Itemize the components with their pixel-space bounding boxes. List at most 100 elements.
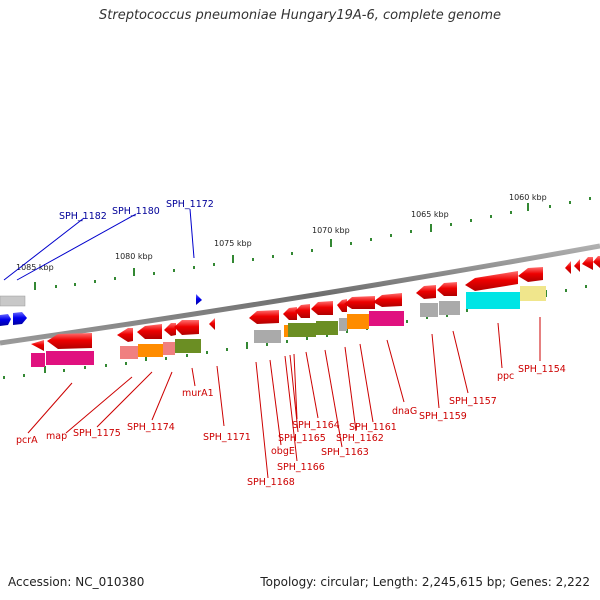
gene-label-sph-1182[interactable]: SPH_1182 xyxy=(59,211,107,222)
reverse-gene-arrow[interactable] xyxy=(416,285,436,299)
reverse-gene-arrow[interactable] xyxy=(311,301,333,315)
genome-summary-text: Topology: circular; Length: 2,245,615 bp… xyxy=(260,575,590,589)
cog-gray-block xyxy=(254,330,281,343)
reverse-gene-arrow[interactable] xyxy=(574,259,580,272)
leader-line xyxy=(344,346,357,432)
gene-label-sph-1166[interactable]: SPH_1166 xyxy=(277,462,325,473)
gene-label-sph-1157[interactable]: SPH_1157 xyxy=(449,396,497,407)
reverse-gene-arrow[interactable] xyxy=(565,261,571,274)
leader-line xyxy=(431,333,440,409)
reverse-gene-arrow[interactable] xyxy=(344,296,375,309)
scale-label: 1065 kbp xyxy=(411,210,449,219)
gene-label-sph-1163[interactable]: SPH_1163 xyxy=(321,447,369,458)
gene-label-dnag[interactable]: dnaG xyxy=(392,406,417,417)
forward-gene-arrow[interactable] xyxy=(13,312,27,325)
cog-blocks xyxy=(31,286,546,367)
scale-label: 1070 kbp xyxy=(312,226,350,235)
scale-labels: 1085 kbp 1080 kbp 1075 kbp 1070 kbp 1065… xyxy=(16,193,547,272)
gene-label-sph-1180[interactable]: SPH_1180 xyxy=(112,206,160,217)
cog-olive-block xyxy=(316,321,338,335)
scale-label: 1075 kbp xyxy=(214,239,252,248)
leader-line xyxy=(452,330,469,394)
cog-gray-block xyxy=(339,318,347,331)
gene-label-sph-1174[interactable]: SPH_1174 xyxy=(127,422,175,433)
cog-orange-block xyxy=(138,344,163,357)
leader-line xyxy=(284,355,298,462)
reverse-gene-arrow[interactable] xyxy=(295,304,310,318)
cog-pink-block xyxy=(46,351,94,365)
scale-label: 1080 kbp xyxy=(115,252,153,261)
reverse-gene-arrow[interactable] xyxy=(518,267,543,282)
reverse-gene-arrow[interactable] xyxy=(283,307,297,320)
reverse-gene-arrow[interactable] xyxy=(31,340,44,351)
leader-line xyxy=(27,382,73,434)
forward-gene-arrow[interactable] xyxy=(196,294,202,305)
reverse-gene-arrow[interactable] xyxy=(164,323,176,336)
gene-label-sph-1161[interactable]: SPH_1161 xyxy=(349,422,397,433)
reverse-gene-arrow[interactable] xyxy=(47,333,92,349)
leader-line xyxy=(497,322,503,369)
cog-pink-block xyxy=(369,311,404,326)
gene-label-sph-1162[interactable]: SPH_1162 xyxy=(336,433,384,444)
leader-line xyxy=(189,208,195,259)
reverse-gene-arrow[interactable] xyxy=(465,271,518,291)
cog-olive-block xyxy=(175,339,201,353)
leader-line xyxy=(324,349,343,448)
reverse-gene-arrow[interactable] xyxy=(137,324,162,339)
reverse-gene-arrow[interactable] xyxy=(373,293,402,307)
gene-label-obge[interactable]: obgE xyxy=(271,446,295,457)
outer-tick-ring xyxy=(0,197,591,306)
leader-line xyxy=(96,371,153,428)
leader-line xyxy=(305,351,319,419)
leader-line xyxy=(3,217,85,281)
gene-label-mura1[interactable]: murA1 xyxy=(182,388,214,399)
leader-line xyxy=(289,354,299,433)
reverse-gene-arrow[interactable] xyxy=(582,257,593,270)
leader-line xyxy=(269,359,282,446)
cog-salmon-block xyxy=(163,342,175,355)
forward-strand xyxy=(0,294,202,326)
gene-label-sph-1164[interactable]: SPH_1164 xyxy=(292,420,340,431)
leader-line xyxy=(293,353,298,420)
reverse-gene-arrow[interactable] xyxy=(437,282,457,296)
cog-gray-block xyxy=(439,301,460,315)
scale-label: 1085 kbp xyxy=(16,263,54,272)
cog-orange-block xyxy=(284,325,288,337)
reverse-gene-arrow[interactable] xyxy=(337,299,347,312)
scale-label: 1060 kbp xyxy=(509,193,547,202)
forward-gene-arrow[interactable] xyxy=(0,314,11,326)
leader-line xyxy=(16,213,137,281)
reverse-gene-arrow[interactable] xyxy=(249,310,279,324)
reverse-strand xyxy=(31,256,600,351)
cog-cyan-block xyxy=(466,292,520,309)
forward-gene-labels: SPH_1182 SPH_1180 SPH_1172 xyxy=(59,199,214,222)
gene-label-sph-1159[interactable]: SPH_1159 xyxy=(419,411,467,422)
gene-label-pcra[interactable]: pcrA xyxy=(16,435,38,446)
genome-backbone xyxy=(0,243,600,346)
gene-label-sph-1154[interactable]: SPH_1154 xyxy=(518,364,566,375)
gene-label-sph-1165[interactable]: SPH_1165 xyxy=(278,433,326,444)
leader-line xyxy=(255,361,269,479)
cog-khaki-block xyxy=(520,286,546,301)
leader-line xyxy=(386,339,405,403)
gene-label-map[interactable]: map xyxy=(46,431,67,442)
cog-orange-block xyxy=(347,314,369,329)
reverse-gene-arrow[interactable] xyxy=(209,318,215,330)
gene-label-sph-1168[interactable]: SPH_1168 xyxy=(247,477,295,488)
gene-label-ppc[interactable]: ppc xyxy=(497,371,514,382)
reverse-gene-arrow[interactable] xyxy=(117,328,133,342)
leader-line xyxy=(191,367,196,387)
cog-gray-block xyxy=(420,303,438,317)
reverse-gene-arrow[interactable] xyxy=(593,256,600,268)
accession-text: Accession: NC_010380 xyxy=(8,575,145,589)
reverse-gene-labels: pcrA map SPH_1175 SPH_1174 murA1 SPH_117… xyxy=(16,364,566,488)
leader-line xyxy=(359,343,374,423)
leader-line xyxy=(216,365,225,427)
gene-label-sph-1172[interactable]: SPH_1172 xyxy=(166,199,214,210)
map-title: Streptococcus pneumoniae Hungary19A-6, c… xyxy=(99,8,501,23)
leader-line xyxy=(151,371,173,421)
gene-label-sph-1175[interactable]: SPH_1175 xyxy=(73,428,121,439)
gene-label-sph-1171[interactable]: SPH_1171 xyxy=(203,432,251,443)
reverse-gene-arrow[interactable] xyxy=(174,320,199,335)
